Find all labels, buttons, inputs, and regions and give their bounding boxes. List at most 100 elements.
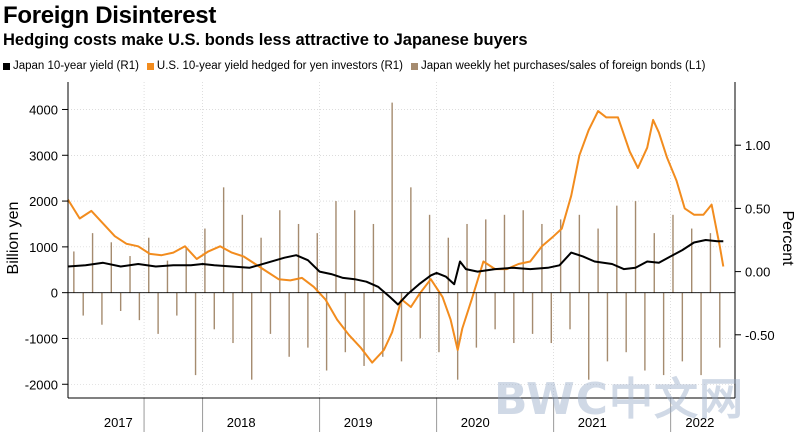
purchase-bar-46 <box>503 214 506 293</box>
y-tick-left-5: -1000 <box>25 331 58 346</box>
purchase-bar-35 <box>400 292 403 362</box>
purchase-bar-23 <box>288 292 290 357</box>
purchase-bar-30 <box>353 210 356 293</box>
purchase-bar-15 <box>213 292 215 330</box>
chart-subtitle: Hedging costs make U.S. bonds less attra… <box>3 31 528 49</box>
purchase-bar-64 <box>672 214 674 293</box>
us-hedged-yield-line <box>67 110 725 364</box>
purchase-bar-19 <box>251 292 253 380</box>
purchase-bar-33 <box>382 292 384 357</box>
y-tick-left-4: 0 <box>51 286 58 301</box>
purchase-bar-49 <box>531 292 534 334</box>
purchase-bar-40 <box>447 237 450 293</box>
legend-label-purchases: Japan weekly het purchases/sales of fore… <box>421 60 706 72</box>
purchase-bar-0 <box>73 251 75 293</box>
purchase-bar-43 <box>475 292 478 348</box>
purchase-bar-22 <box>279 210 281 293</box>
purchase-bar-25 <box>307 292 309 348</box>
purchase-bar-14 <box>204 228 206 293</box>
japan-yield-line <box>67 239 724 306</box>
purchase-bar-27 <box>325 292 328 371</box>
purchase-bar-45 <box>494 292 496 330</box>
y-tick-right-0: 1.00 <box>745 138 770 153</box>
y-tick-left-0: 4000 <box>29 102 58 117</box>
purchase-bar-34 <box>391 102 393 293</box>
x-tick-2021: 2021 <box>578 415 607 430</box>
purchase-bar-11 <box>176 292 178 316</box>
x-tick-2020: 2020 <box>461 415 490 430</box>
purchase-bar-17 <box>232 292 234 344</box>
purchase-bar-56 <box>597 228 599 293</box>
purchase-bar-16 <box>222 187 225 293</box>
purchase-bar-18 <box>241 214 244 293</box>
purchase-bar-29 <box>344 292 347 353</box>
purchase-bar-1 <box>82 292 84 316</box>
axes: 4000 3000 2000 1000 0 -1000 -2000 1.00 0.50 0.00 -… <box>25 82 775 432</box>
y-tick-right-2: 0.00 <box>745 265 770 280</box>
purchase-bar-37 <box>419 292 421 339</box>
series-lines <box>67 110 725 364</box>
purchase-bar-4 <box>110 242 112 293</box>
y-tick-left-6: -2000 <box>25 377 58 392</box>
purchase-bar-10 <box>166 260 169 293</box>
legend-label-us-hedged: U.S. 10-year yield hedged for yen invest… <box>156 60 404 72</box>
purchase-bar-63 <box>662 292 665 376</box>
purchase-bar-3 <box>101 292 103 325</box>
purchase-bar-12 <box>185 246 187 293</box>
purchase-bar-21 <box>269 292 272 334</box>
purchase-bar-42 <box>466 223 468 293</box>
legend-swatch-japan-yield <box>3 62 10 70</box>
purchase-bar-50 <box>541 223 543 293</box>
y-axis-left-label: Billion yen <box>5 202 22 275</box>
legend-item-japan-yield: Japan 10-year yield (R1) <box>3 60 139 72</box>
x-tick-2022: 2022 <box>685 415 714 430</box>
legend: Japan 10-year yield (R1) U.S. 10-year yi… <box>3 60 714 72</box>
y-tick-left-2: 2000 <box>29 194 58 209</box>
watermark: BWC中文网 <box>494 374 744 425</box>
purchase-bar-41 <box>456 292 459 380</box>
legend-swatch-us-hedged <box>146 62 154 70</box>
chart-title: Foreign Disinterest <box>3 2 217 29</box>
purchase-bar-13 <box>194 292 197 376</box>
x-tick-2017: 2017 <box>104 415 133 430</box>
purchase-bar-61 <box>644 292 646 371</box>
legend-item-us-hedged: U.S. 10-year yield hedged for yen invest… <box>146 60 404 72</box>
legend-swatch-purchases <box>411 62 419 70</box>
purchase-bar-9 <box>157 292 159 334</box>
purchase-bar-38 <box>428 214 431 293</box>
purchase-bar-26 <box>316 233 318 293</box>
purchase-bar-28 <box>335 201 337 293</box>
x-tick-2018: 2018 <box>227 415 256 430</box>
purchase-bar-44 <box>485 219 487 293</box>
legend-item-purchases: Japan weekly het purchases/sales of fore… <box>411 60 706 72</box>
purchase-bar-52 <box>559 219 562 293</box>
y-tick-left-1: 3000 <box>29 148 58 163</box>
purchase-bar-67 <box>700 292 702 376</box>
purchase-bar-2 <box>91 233 94 293</box>
y-tick-left-3: 1000 <box>29 240 58 255</box>
purchase-bar-69 <box>719 292 721 348</box>
y-axis-right-label: Percent <box>779 210 796 266</box>
purchase-bar-59 <box>625 292 627 353</box>
x-tick-2019: 2019 <box>344 415 373 430</box>
purchase-bar-39 <box>438 292 440 353</box>
purchase-bar-5 <box>119 292 122 311</box>
legend-label-japan-yield: Japan 10-year yield (R1) <box>13 60 139 72</box>
purchase-bar-31 <box>363 292 365 366</box>
y-tick-right-3: -0.50 <box>745 328 775 343</box>
purchase-bar-68 <box>709 233 712 293</box>
purchases-bars <box>73 102 721 380</box>
purchase-bar-48 <box>522 210 524 293</box>
purchase-bar-66 <box>691 228 693 293</box>
purchase-bar-36 <box>410 187 412 293</box>
purchase-bar-57 <box>606 292 609 362</box>
purchase-bar-7 <box>138 292 141 321</box>
y-tick-right-1: 0.50 <box>745 201 770 216</box>
purchase-bar-24 <box>297 223 300 293</box>
purchase-bar-54 <box>578 214 581 293</box>
purchase-bar-65 <box>681 292 684 362</box>
purchase-bar-53 <box>569 292 571 330</box>
purchase-bar-32 <box>372 223 375 293</box>
purchase-bar-47 <box>513 292 515 344</box>
purchase-bar-60 <box>634 201 637 293</box>
